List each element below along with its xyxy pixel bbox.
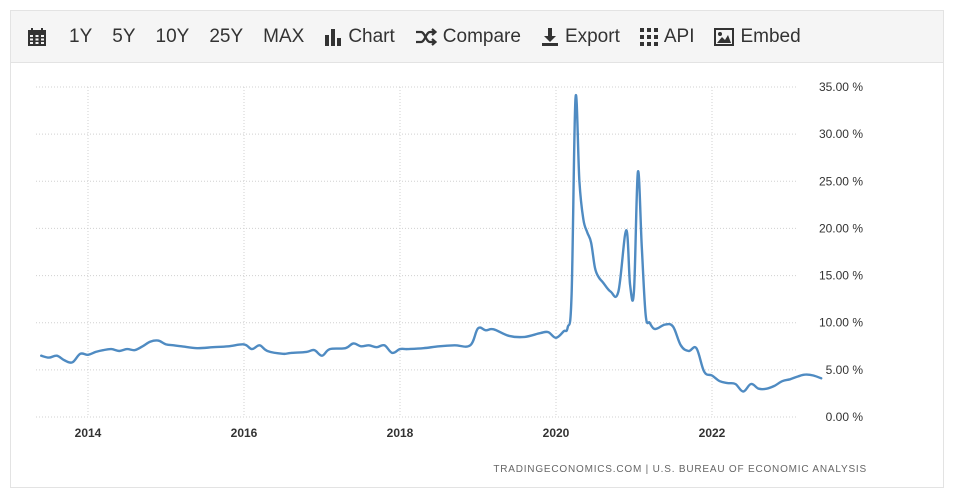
grid-lines	[36, 86, 796, 418]
x-tick-label: 2014	[75, 426, 102, 440]
shuffle-icon	[415, 27, 437, 46]
x-tick-label: 2020	[543, 426, 570, 440]
x-tick-label: 2018	[387, 426, 414, 440]
calendar-icon	[27, 27, 47, 47]
compare-button[interactable]: Compare	[405, 19, 531, 55]
y-tick-label: 20.00 %	[819, 221, 863, 235]
range-max-button[interactable]: MAX	[263, 25, 305, 47]
export-button[interactable]: Export	[531, 19, 630, 55]
download-icon	[541, 27, 559, 46]
x-tick-label: 2022	[699, 426, 726, 440]
y-tick-label: 15.00 %	[819, 269, 863, 283]
range-10y-button[interactable]: 10Y	[155, 25, 190, 47]
y-tick-label: 0.00 %	[826, 410, 864, 424]
line-chart: 0.00 % 5.00 % 10.00 % 15.00 % 20.00 % 25.00 %…	[36, 80, 863, 440]
y-tick-label: 30.00 %	[819, 127, 863, 141]
bar-chart-icon	[324, 28, 342, 46]
api-label: API	[663, 25, 695, 47]
source-attribution: TRADINGECONOMICS.COM | U.S. BUREAU OF EC…	[493, 464, 867, 475]
calendar-button[interactable]	[21, 19, 59, 55]
x-axis-labels: 2014 2016 2018 2020 2022	[75, 426, 726, 440]
y-tick-label: 10.00 %	[819, 316, 863, 330]
export-label: Export	[564, 25, 620, 47]
range-25y-button[interactable]: 25Y	[209, 25, 244, 47]
y-tick-label: 35.00 %	[819, 80, 863, 94]
x-tick-label: 2016	[231, 426, 258, 440]
chart-type-button[interactable]: Chart	[314, 19, 404, 55]
y-axis-labels: 0.00 % 5.00 % 10.00 % 15.00 % 20.00 % 25.00 %…	[819, 80, 863, 424]
y-tick-label: 5.00 %	[826, 363, 864, 377]
grid-icon	[639, 27, 658, 46]
series-line	[40, 94, 823, 393]
chart-type-label: Chart	[348, 25, 395, 47]
compare-label: Compare	[442, 25, 521, 47]
range-5y-button[interactable]: 5Y	[112, 25, 136, 47]
embed-button[interactable]: Embed	[704, 19, 810, 55]
y-tick-label: 25.00 %	[819, 174, 863, 188]
api-button[interactable]: API	[630, 19, 705, 55]
embed-label: Embed	[740, 25, 801, 47]
chart-panel: 1Y 5Y 10Y 25Y MAX Chart Compare	[10, 10, 944, 488]
image-icon	[714, 27, 735, 46]
chart-toolbar: 1Y 5Y 10Y 25Y MAX Chart Compare	[11, 11, 943, 63]
range-1y-button[interactable]: 1Y	[69, 25, 93, 47]
